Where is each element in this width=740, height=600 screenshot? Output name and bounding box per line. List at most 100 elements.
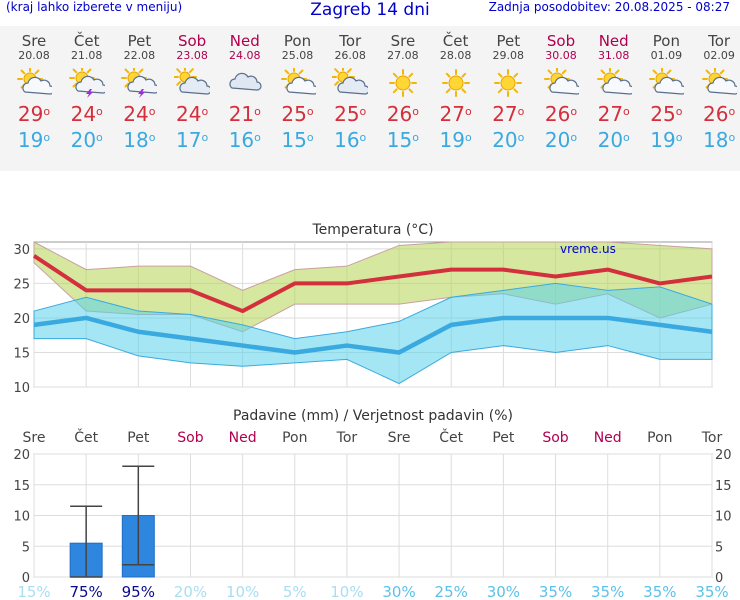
day-date: 20.08 [18, 49, 50, 62]
max-value: 26 [703, 102, 729, 126]
probability-label: 15% [17, 583, 50, 600]
degree-sign: o [728, 131, 736, 144]
thunderstorm-icon [121, 68, 158, 98]
day-column[interactable]: Tor 02.09 26o 18o [693, 26, 740, 152]
day-column[interactable]: Sre 20.08 29o 19o [8, 26, 60, 152]
day-date: 23.08 [176, 49, 208, 62]
day-date: 24.08 [229, 49, 261, 62]
min-temperature: 20o [61, 128, 113, 152]
max-temperature: 29o [8, 102, 60, 126]
degree-sign: o [464, 131, 472, 144]
min-value: 20 [492, 128, 518, 152]
min-temperature: 16o [324, 128, 376, 152]
degree-sign: o [359, 105, 367, 118]
category-label: Ned [594, 430, 622, 446]
day-column[interactable]: Pet 29.08 27o 20o [482, 26, 534, 153]
degree-sign: o [728, 105, 736, 118]
degree-sign: o [148, 131, 156, 144]
category-label: Pon [282, 430, 307, 446]
y-tick-label: 10 [13, 381, 30, 395]
category-label: Sob [542, 430, 568, 446]
category-label: Tor [336, 430, 358, 446]
y-tick-label-left: 15 [13, 479, 30, 494]
degree-sign: o [675, 105, 683, 118]
degree-sign: o [570, 131, 578, 144]
min-value: 19 [439, 128, 465, 152]
degree-sign: o [412, 131, 419, 144]
day-column[interactable]: Pet 22.08 24o 18o [113, 26, 165, 152]
category-label: Čet [439, 428, 463, 446]
y-tick-label-left: 0 [22, 571, 30, 586]
temperature-chart: Temperatura (°C) 10 15 20 25 30 vreme.us [13, 222, 713, 395]
max-temperature: 24o [61, 102, 113, 126]
max-value: 26 [386, 102, 413, 126]
day-column[interactable]: Čet 28.08 27o 19o [430, 26, 482, 153]
probability-label: 35% [591, 583, 624, 600]
min-temperature: 18o [113, 128, 165, 152]
max-value: 25 [281, 102, 307, 126]
max-temperature: 26o [377, 102, 429, 126]
day-column[interactable]: Sob 30.08 26o 20o [535, 26, 587, 152]
day-name: Pon [283, 32, 312, 50]
sun-cloud-icon [280, 68, 316, 95]
probability-label: 75% [69, 583, 102, 600]
category-label: Tor [701, 430, 723, 446]
day-column[interactable]: Pon 25.08 25o 15o [272, 26, 324, 152]
day-column[interactable]: Pon 01.09 25o 19o [640, 26, 692, 152]
day-date: 27.08 [387, 49, 419, 62]
max-value: 27 [492, 102, 518, 126]
min-temperature-line [33, 315, 713, 355]
min-temperature: 18o [693, 128, 740, 152]
day-date: 21.08 [70, 49, 103, 62]
degree-sign: o [43, 105, 51, 118]
min-value: 18 [123, 128, 149, 152]
degree-sign: o [254, 105, 261, 118]
sun-cloud-icon [17, 68, 52, 95]
day-name: Sob [177, 32, 207, 50]
sun-cloud-icon [544, 68, 579, 95]
degree-sign: o [306, 131, 314, 144]
chart-title: Temperatura (°C) [311, 222, 433, 238]
max-temperature-line [32, 254, 713, 314]
degree-sign: o [254, 131, 261, 144]
day-date: 01.09 [650, 49, 683, 62]
day-column[interactable]: Sre 27.08 26o 15o [377, 26, 429, 153]
y-tick-label-left: 10 [13, 510, 30, 525]
day-date: 28.08 [439, 49, 472, 62]
day-name: Sre [390, 32, 416, 50]
degree-sign: o [412, 105, 419, 118]
degree-sign: o [148, 105, 156, 118]
min-temperature: 19o [640, 128, 692, 152]
day-column[interactable]: Ned 31.08 27o 20o [588, 26, 640, 152]
category-label: Sre [388, 430, 411, 446]
probability-label: 35% [695, 583, 728, 600]
degree-sign: o [96, 131, 103, 144]
max-value: 25 [334, 102, 360, 126]
day-date: 25.08 [281, 49, 314, 62]
y-tick-label: 20 [13, 312, 30, 327]
max-temperature: 24o [113, 102, 165, 126]
degree-sign: o [623, 105, 630, 118]
page-title: Zagreb 14 dni [310, 0, 430, 20]
day-column[interactable]: Čet 21.08 24o 20o [61, 26, 113, 152]
y-tick-label-right: 15 [715, 479, 732, 494]
watermark: vreme.us [560, 242, 616, 256]
y-tick-label: 30 [13, 243, 30, 258]
day-column[interactable]: Tor 26.08 25o 16o [324, 26, 376, 152]
degree-sign: o [43, 131, 51, 144]
day-name: Tor [708, 32, 731, 50]
min-value: 15 [281, 128, 307, 152]
menu-hint[interactable]: (kraj lahko izberete v meniju) [6, 0, 183, 14]
day-column[interactable]: Ned 24.08 21o 16o [219, 26, 271, 152]
max-temperature: 27o [482, 102, 534, 126]
degree-sign: o [570, 105, 578, 118]
max-temperature: 27o [588, 102, 640, 126]
cloudy-icon [229, 72, 262, 91]
max-value: 24 [176, 102, 202, 126]
probability-label: 10% [330, 583, 363, 600]
day-column[interactable]: Sob 23.08 24o 17o [166, 26, 218, 152]
sun-cloud-icon [702, 68, 738, 95]
min-range-band [33, 282, 713, 385]
top-bar: (kraj lahko izberete v meniju) Zagreb 14… [0, 0, 740, 22]
day-name: Ned [598, 32, 629, 50]
